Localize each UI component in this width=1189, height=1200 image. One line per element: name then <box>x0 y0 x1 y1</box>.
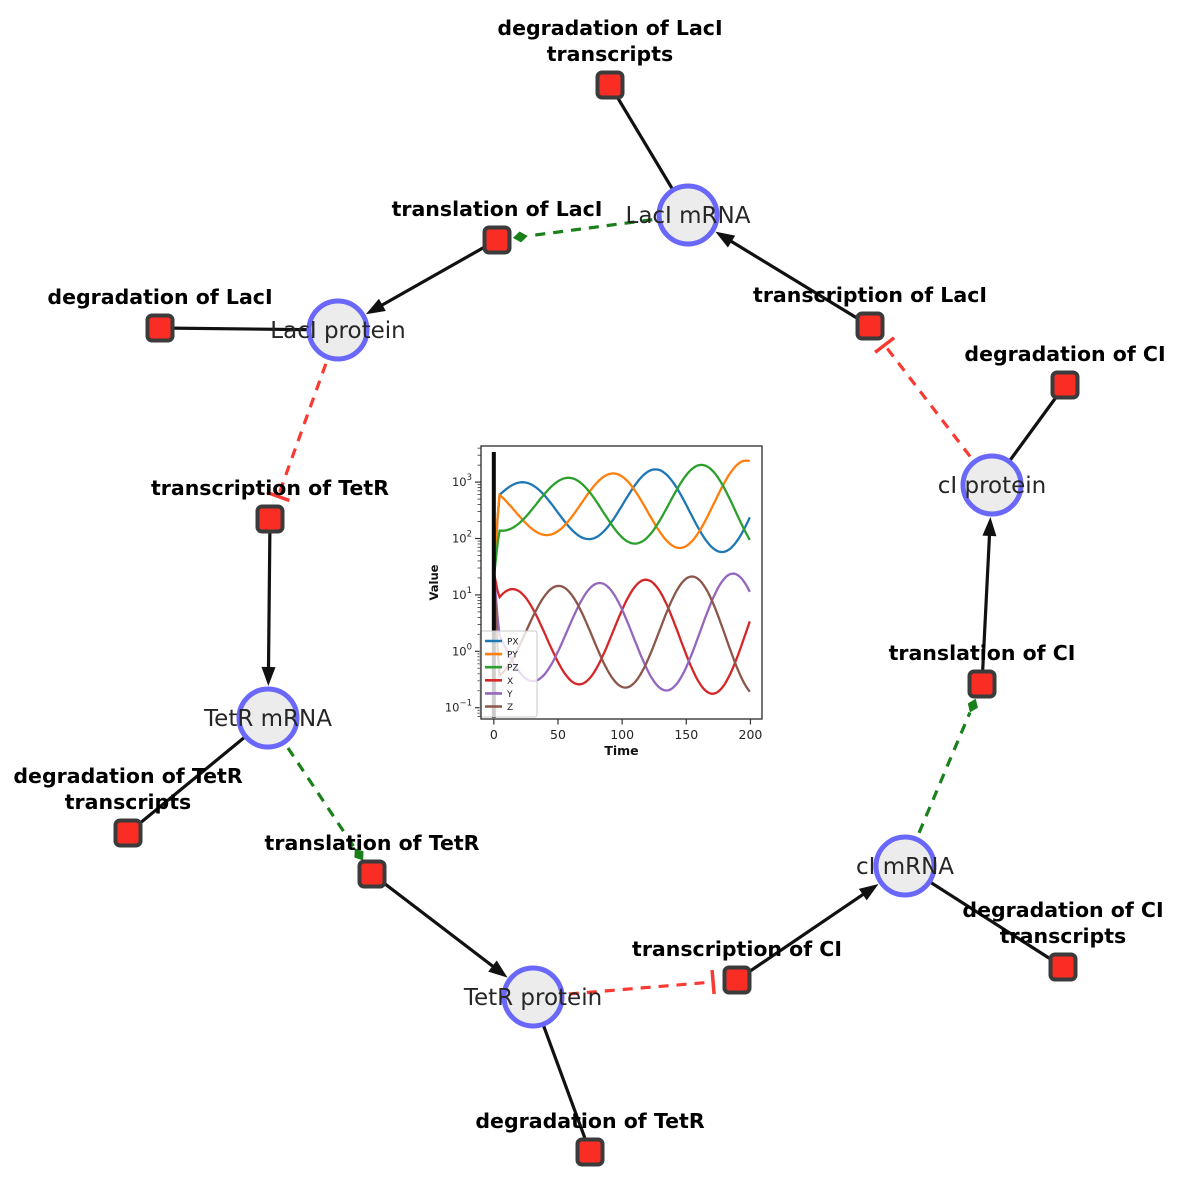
edge-translation_ci-ci_protein <box>980 516 997 685</box>
reaction-label-transcription_laci-line0: transcription of LacI <box>753 283 987 307</box>
reaction-label-deg_laci_transcripts-line0: degradation of LacI <box>497 16 722 40</box>
edge-laci_protein-transcription_tetr <box>266 329 340 503</box>
reaction-node-deg_laci_transcripts[interactable] <box>595 70 625 100</box>
chart-y-tick-label: 102 <box>452 530 472 546</box>
reaction-label-transcription_ci-line0: transcription of CI <box>632 937 842 961</box>
edge-transcription_tetr-tetr_mrna <box>261 518 276 687</box>
arrowhead-icon <box>715 231 736 248</box>
chart-series-PZ <box>492 463 751 579</box>
chart-axes: 10−1 100 101 102 103 0 50 100 150 200 <box>445 447 763 742</box>
reaction-label-translation_tetr-line0: translation of TetR <box>265 831 480 855</box>
reaction-node-transcription_laci[interactable] <box>855 311 885 341</box>
edge-translation_tetr-tetr_protein <box>371 872 508 978</box>
species-node-laci_mrna[interactable] <box>656 183 720 247</box>
reaction-label-translation_ci-line0: translation of CI <box>889 641 1076 665</box>
edge-translation_laci-laci_protein <box>365 238 498 315</box>
reaction-label-deg_ci_transcripts-line0: degradation of CI <box>962 898 1163 922</box>
reaction-label-deg_tetr-line0: degradation of TetR <box>475 1109 704 1133</box>
reaction-label-deg_laci_transcripts-line1: transcripts <box>547 42 674 66</box>
species-label-laci_protein: LacI protein <box>270 318 405 344</box>
arrowhead-icon <box>488 960 508 978</box>
chart-y-axis-label: Value <box>427 564 441 600</box>
species-node-ci_protein[interactable] <box>960 453 1024 517</box>
species-label-tetr_protein: TetR protein <box>463 985 602 1011</box>
legend-entry-PZ: PZ <box>507 664 519 674</box>
diamond-arrowhead-icon <box>354 848 364 861</box>
species-node-ci_mrna[interactable] <box>873 834 937 898</box>
reaction-label-transcription_tetr-line0: transcription of TetR <box>151 476 389 500</box>
reaction-node-deg_ci[interactable] <box>1050 370 1080 400</box>
inset-chart: 10−1 100 101 102 103 0 50 100 150 200 Time Value PX P… <box>427 438 783 768</box>
reaction-node-translation_ci[interactable] <box>967 669 997 699</box>
legend-entry-X: X <box>507 677 513 687</box>
reaction-label-deg_ci-line0: degradation of CI <box>964 342 1165 366</box>
chart-y-tick-label: 103 <box>452 473 472 489</box>
reaction-node-translation_laci[interactable] <box>482 225 512 255</box>
chart-x-tick-label: 0 <box>490 727 498 742</box>
reaction-label-deg_tetr_transcripts-line1: transcripts <box>65 790 192 814</box>
chart-y-tick-label: 101 <box>452 586 472 602</box>
reaction-label-translation_laci-line0: translation of LacI <box>392 197 603 221</box>
species-label-ci_protein: cI protein <box>938 473 1047 499</box>
reaction-label-deg_tetr_transcripts-line0: degradation of TetR <box>13 764 242 788</box>
edge-transcription_laci-laci_mrna <box>715 231 871 328</box>
species-label-laci_mrna: LacI mRNA <box>626 203 751 229</box>
arrowhead-icon <box>858 883 879 901</box>
legend-entry-Y: Y <box>506 690 513 700</box>
reaction-label-deg_laci-line0: degradation of LacI <box>47 285 272 309</box>
chart-plot-area <box>480 445 763 720</box>
chart-x-axis-label: Time <box>604 743 638 758</box>
species-node-laci_protein[interactable] <box>306 298 370 362</box>
tbar-inhibition-icon <box>874 336 896 354</box>
species-label-ci_mrna: cI mRNA <box>856 854 954 880</box>
reaction-node-deg_tetr[interactable] <box>575 1137 605 1167</box>
species-label-tetr_mrna: TetR mRNA <box>203 706 332 732</box>
chart-y-tick-label: 100 <box>452 642 472 658</box>
edge-tetr_protein-transcription_ci <box>532 969 716 999</box>
chart-x-tick-label: 150 <box>674 727 698 742</box>
edge-ci_protein-transcription_laci <box>874 336 994 486</box>
species-node-tetr_mrna[interactable] <box>236 686 300 750</box>
legend-entry-PY: PY <box>507 651 518 661</box>
reaction-label-deg_ci_transcripts-line1: transcripts <box>1000 924 1127 948</box>
arrowhead-icon <box>365 298 386 315</box>
reaction-node-deg_laci[interactable] <box>145 313 175 343</box>
arrowhead-icon <box>261 666 276 687</box>
chart-series-PY <box>492 459 751 578</box>
chart-series-Z <box>492 572 751 693</box>
chart-y-tick-label: 10−1 <box>445 699 472 715</box>
reaction-node-transcription_tetr[interactable] <box>255 504 285 534</box>
chart-legend: PX PY PZ XYZ <box>479 630 538 718</box>
reaction-node-deg_ci_transcripts[interactable] <box>1048 952 1078 982</box>
diamond-arrowhead-icon <box>967 698 978 713</box>
species-node-tetr_protein[interactable] <box>501 965 565 1029</box>
chart-x-tick-label: 100 <box>610 727 634 742</box>
legend-entry-Z: Z <box>507 703 513 713</box>
edge-transcription_ci-ci_mrna <box>736 883 879 982</box>
arrowhead-icon <box>982 516 997 537</box>
chart-x-tick-label: 200 <box>739 727 763 742</box>
reaction-node-deg_tetr_transcripts[interactable] <box>113 818 143 848</box>
reaction-node-transcription_ci[interactable] <box>722 965 752 995</box>
reaction-node-translation_tetr[interactable] <box>357 859 387 889</box>
chart-x-tick-label: 50 <box>550 727 566 742</box>
tbar-inhibition-icon <box>266 490 291 503</box>
chart-series-PX <box>492 468 751 578</box>
diamond-arrowhead-icon <box>512 231 528 243</box>
legend-entry-PX: PX <box>507 638 519 648</box>
tbar-inhibition-icon <box>710 969 716 995</box>
